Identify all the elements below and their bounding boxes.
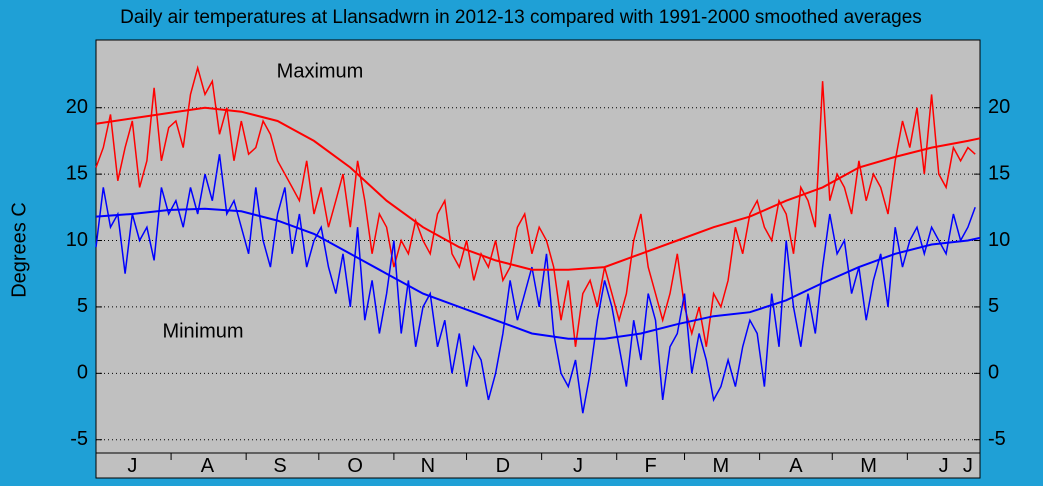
y-tick-label: 15: [66, 162, 88, 184]
y-tick-label: -5: [70, 428, 88, 450]
x-tick-label: S: [273, 455, 286, 477]
smoothed-line: [95, 207, 981, 340]
chart-title: Daily air temperatures at Llansadwrn in …: [120, 7, 922, 28]
y2-tick-label: 15: [988, 162, 1010, 184]
y-tick-label: 5: [77, 295, 88, 317]
series-label: Minimum: [162, 320, 243, 342]
x-tick-label: D: [496, 455, 510, 477]
smoothed-line: [95, 106, 981, 271]
daily-line: [95, 154, 976, 414]
y2-tick-label: 0: [988, 362, 999, 384]
x-tick-label: M: [860, 455, 877, 477]
x-tick-label: F: [645, 455, 657, 477]
x-tick-label: N: [421, 455, 435, 477]
daily-line: [95, 65, 976, 347]
x-tick-label: M: [713, 455, 730, 477]
x-tick-label: J: [573, 455, 583, 477]
x-tick-label: A: [201, 455, 215, 477]
y-tick-label: 0: [77, 362, 88, 384]
x-tick-label: A: [789, 455, 803, 477]
y-axis-label: Degrees C: [8, 202, 30, 298]
y-tick-label: 20: [66, 96, 88, 118]
x-tick-label: J: [127, 455, 137, 477]
y2-tick-label: 20: [988, 96, 1010, 118]
y2-tick-label: -5: [988, 428, 1006, 450]
x-tick-label: J: [963, 455, 973, 477]
x-tick-label: O: [347, 455, 363, 477]
y-tick-label: 10: [66, 229, 88, 251]
y2-tick-label: 10: [988, 229, 1010, 251]
series-label: Maximum: [277, 60, 364, 82]
y2-tick-label: 5: [988, 295, 999, 317]
x-tick-label: J: [939, 455, 949, 477]
